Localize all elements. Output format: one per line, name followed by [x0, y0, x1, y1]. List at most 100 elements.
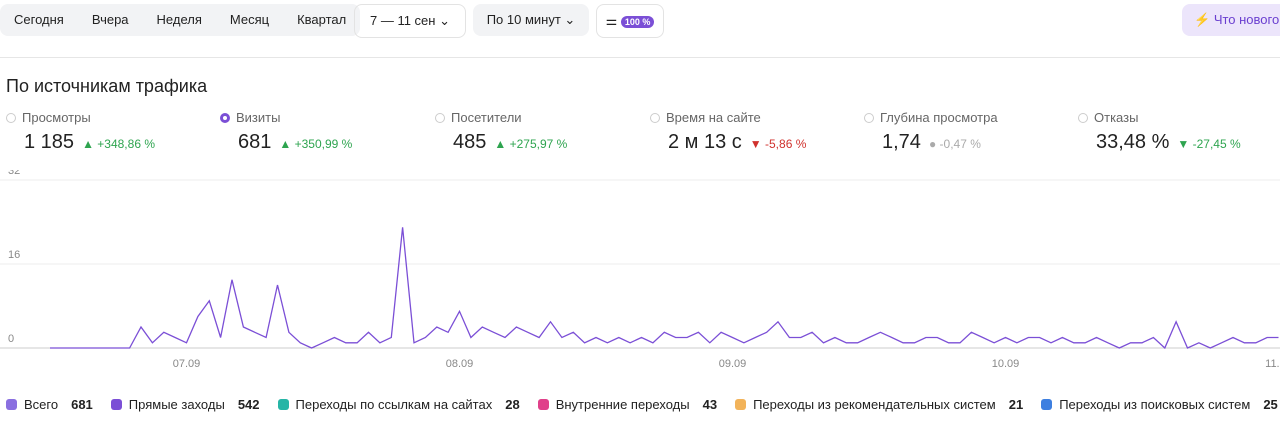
period-tabs: Сегодня Вчера Неделя Месяц Квартал [0, 4, 361, 36]
metric-label-row: Визиты [220, 110, 352, 125]
metric-change-text: +275,97 % [509, 137, 568, 151]
metric-label-row: Время на сайте [650, 110, 806, 125]
radio [220, 112, 230, 123]
period-tab[interactable]: Месяц [229, 12, 270, 27]
date-range-text: 7 — 11 сен [370, 13, 436, 28]
metric-label: Отказы [1094, 110, 1139, 125]
x-tick-label: 10.09 [992, 358, 1020, 370]
sample-badge: 100 % [620, 16, 655, 28]
legend-checkbox [735, 399, 747, 410]
metric-label: Глубина просмотра [880, 110, 998, 125]
x-tick-label: 11.09 [1265, 358, 1280, 370]
metric-change: ▲ +350,99 % [279, 137, 353, 151]
metric-label: Визиты [236, 110, 281, 125]
legend-total: 681 [71, 397, 93, 412]
legend-total: 542 [237, 397, 260, 412]
legend-name: Переходы по ссылкам на сайтах [295, 397, 493, 412]
metric-value: 33,48 % [1096, 131, 1170, 153]
metric-label-row: Отказы [1078, 110, 1241, 125]
metric-label-row: Глубина просмотра [864, 110, 998, 125]
legend-item[interactable]: Переходы из поисковых систем 25 [1041, 397, 1278, 412]
metric-change-text: +350,99 % [294, 137, 353, 151]
metric-change-text: +348,86 % [97, 137, 155, 151]
metric-change: ▼ -27,45 % [1177, 137, 1241, 151]
y-tick-label: 32 [8, 170, 20, 177]
radio [864, 112, 874, 123]
whats-new-text: Что нового [1213, 12, 1280, 27]
legend-name: Внутренние переходы [555, 397, 690, 412]
sample[interactable]: ⚌ 100 % [596, 4, 664, 38]
radio [650, 112, 660, 123]
legend-checkbox [277, 399, 289, 410]
metric-change-text: -0,47 % [939, 137, 981, 151]
legend-checkbox [6, 399, 17, 410]
metric-change: ▲ +275,97 % [494, 137, 568, 151]
metric-value-row: 485 ▲ +275,97 % [453, 131, 567, 154]
legend: Всего 681 Прямые заходы 542 Переходы по ссыл… [6, 397, 1278, 412]
metric-label-row: Просмотры [6, 110, 155, 125]
metric[interactable]: Отказы 33,48 % ▼ -27,45 % [1078, 110, 1241, 154]
metric-label: Посетители [451, 110, 522, 125]
metric-change-text: -27,45 % [1192, 137, 1241, 151]
metric-value-row: 33,48 % ▼ -27,45 % [1096, 131, 1241, 154]
legend-item[interactable]: Всего 681 [6, 397, 93, 412]
x-tick-label: 08.09 [446, 358, 474, 370]
metric[interactable]: Посетители 485 ▲ +275,97 % [435, 110, 567, 154]
period-tab[interactable]: Квартал [297, 12, 347, 27]
x-tick-label: 07.09 [173, 358, 201, 370]
legend-total: 21 [1008, 397, 1024, 412]
grouping-text: По 10 минут [486, 12, 561, 27]
grouping[interactable]: По 10 минут ⌄ [473, 4, 589, 36]
metric-change: ● -0,47 % [928, 137, 981, 151]
metric-value-row: 681 ▲ +350,99 % [238, 131, 352, 154]
radio [6, 112, 16, 123]
chart: 0 16 32 07.09 08.09 09.09 10.09 11.09 [0, 170, 1280, 370]
radio [435, 112, 445, 123]
metric-change-text: -5,86 % [765, 137, 807, 151]
period-tab[interactable]: Сегодня [14, 12, 64, 27]
legend-checkbox [1041, 399, 1053, 410]
metric-change: ▲ +348,86 % [82, 137, 155, 151]
section-title: По источникам трафика [6, 76, 208, 96]
metric-label: Время на сайте [666, 110, 761, 125]
legend-name: Всего [24, 397, 59, 412]
metric[interactable]: Время на сайте 2 м 13 с ▼ -5,86 % [650, 110, 806, 154]
metric[interactable]: Визиты 681 ▲ +350,99 % [220, 110, 352, 154]
y-tick-label: 16 [8, 249, 20, 261]
metric-value-row: 1,74 ● -0,47 % [882, 131, 998, 154]
legend-total: 43 [702, 397, 718, 412]
metric-value-row: 1 185 ▲ +348,86 % [24, 131, 155, 154]
metric-value: 681 [238, 131, 272, 153]
metric[interactable]: Просмотры 1 185 ▲ +348,86 % [6, 110, 155, 154]
metric-value-row: 2 м 13 с ▼ -5,86 % [668, 131, 806, 154]
period-tab[interactable]: Вчера [91, 12, 129, 27]
legend-checkbox [537, 399, 549, 410]
y-tick-label: 0 [8, 333, 14, 345]
metric-value: 2 м 13 с [668, 131, 742, 153]
legend-total: 25 [1263, 397, 1278, 412]
date-range[interactable]: 7 — 11 сен ⌄ [354, 4, 466, 38]
metric-value: 1,74 [882, 131, 921, 153]
separator [0, 57, 1280, 58]
legend-name: Переходы из поисковых систем [1059, 397, 1251, 412]
legend-item[interactable]: Переходы по ссылкам на сайтах 28 [277, 397, 520, 412]
whats-new[interactable]: ⚡ Что нового [1182, 4, 1280, 36]
metric-value: 485 [453, 131, 487, 153]
metric-label-row: Посетители [435, 110, 567, 125]
metric-label: Просмотры [22, 110, 91, 125]
metric-value: 1 185 [24, 131, 75, 153]
period-tab[interactable]: Неделя [156, 12, 202, 27]
legend-checkbox [110, 399, 122, 410]
series-line [50, 227, 1279, 350]
radio [1078, 112, 1088, 123]
legend-name: Прямые заходы [128, 397, 225, 412]
legend-item[interactable]: Внутренние переходы 43 [537, 397, 718, 412]
metric[interactable]: Глубина просмотра 1,74 ● -0,47 % [864, 110, 998, 154]
legend-item[interactable]: Переходы из рекомендательных систем 21 [735, 397, 1023, 412]
legend-total: 28 [505, 397, 520, 412]
legend-name: Переходы из рекомендательных систем [753, 397, 996, 412]
x-tick-label: 09.09 [719, 358, 747, 370]
legend-item[interactable]: Прямые заходы 542 [110, 397, 260, 412]
